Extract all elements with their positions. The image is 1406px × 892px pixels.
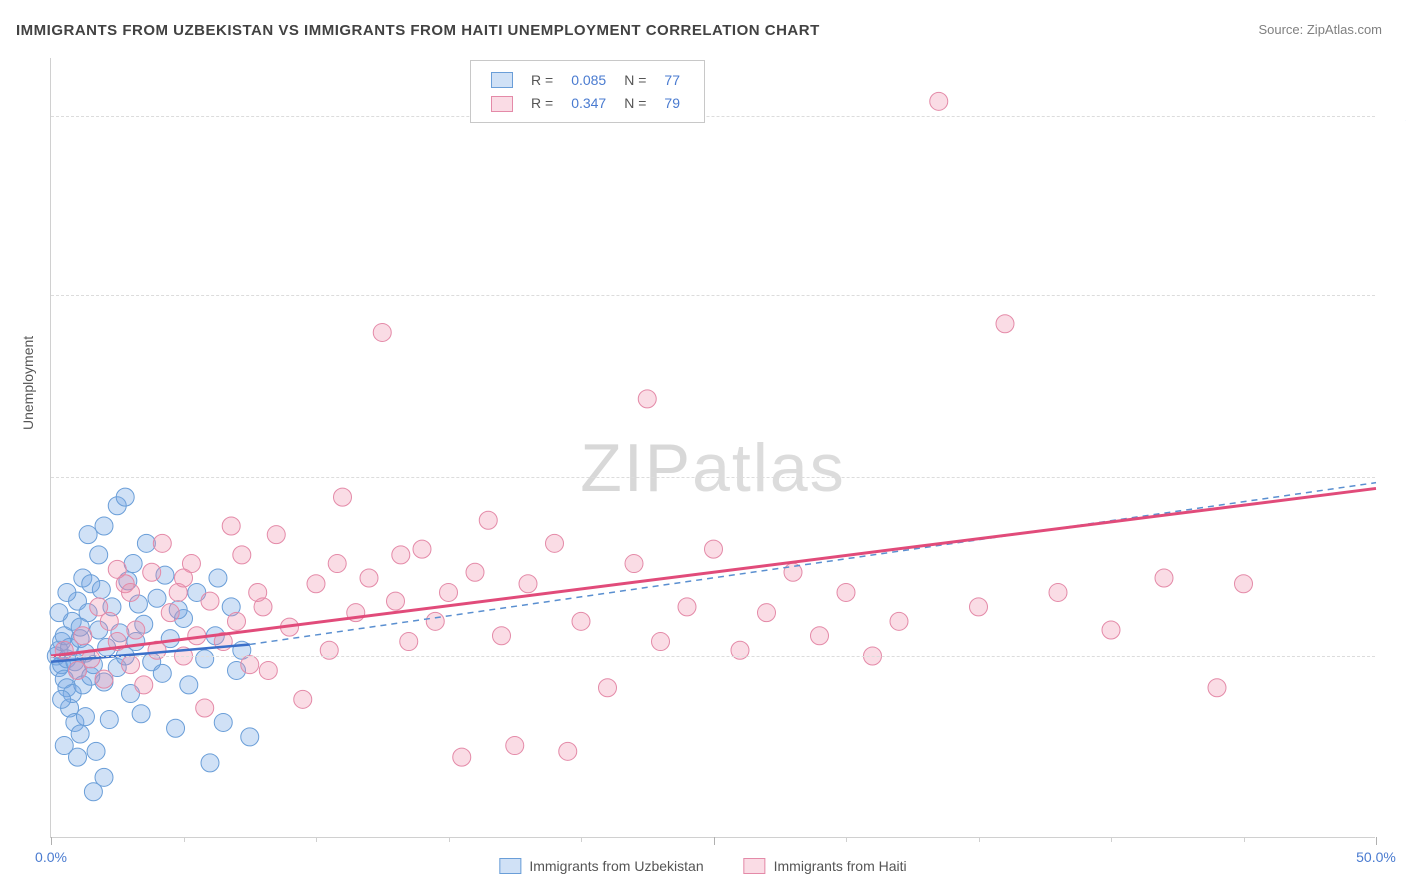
legend-item-haiti: Immigrants from Haiti (744, 858, 907, 874)
y-axis-label: Unemployment (20, 336, 36, 430)
legend-row-uzbekistan: R = 0.085 N = 77 (483, 69, 688, 90)
legend-row-haiti: R = 0.347 N = 79 (483, 92, 688, 113)
chart-svg (51, 58, 1375, 837)
legend-label: Immigrants from Haiti (774, 858, 907, 874)
swatch-uzbekistan (491, 72, 513, 88)
legend-item-uzbekistan: Immigrants from Uzbekistan (499, 858, 703, 874)
legend-label: Immigrants from Uzbekistan (529, 858, 703, 874)
series-legend: Immigrants from Uzbekistan Immigrants fr… (499, 858, 906, 874)
correlation-legend: R = 0.085 N = 77 R = 0.347 N = 79 (470, 60, 705, 123)
plot-area: ZIPatlas 6.3%12.5%18.8%25.0%0.0%50.0% (50, 58, 1375, 838)
chart-title: IMMIGRANTS FROM UZBEKISTAN VS IMMIGRANTS… (16, 22, 820, 39)
swatch-haiti-bottom (744, 858, 766, 874)
swatch-uzbekistan-bottom (499, 858, 521, 874)
source-label: Source: ZipAtlas.com (1258, 22, 1382, 37)
swatch-haiti (491, 96, 513, 112)
